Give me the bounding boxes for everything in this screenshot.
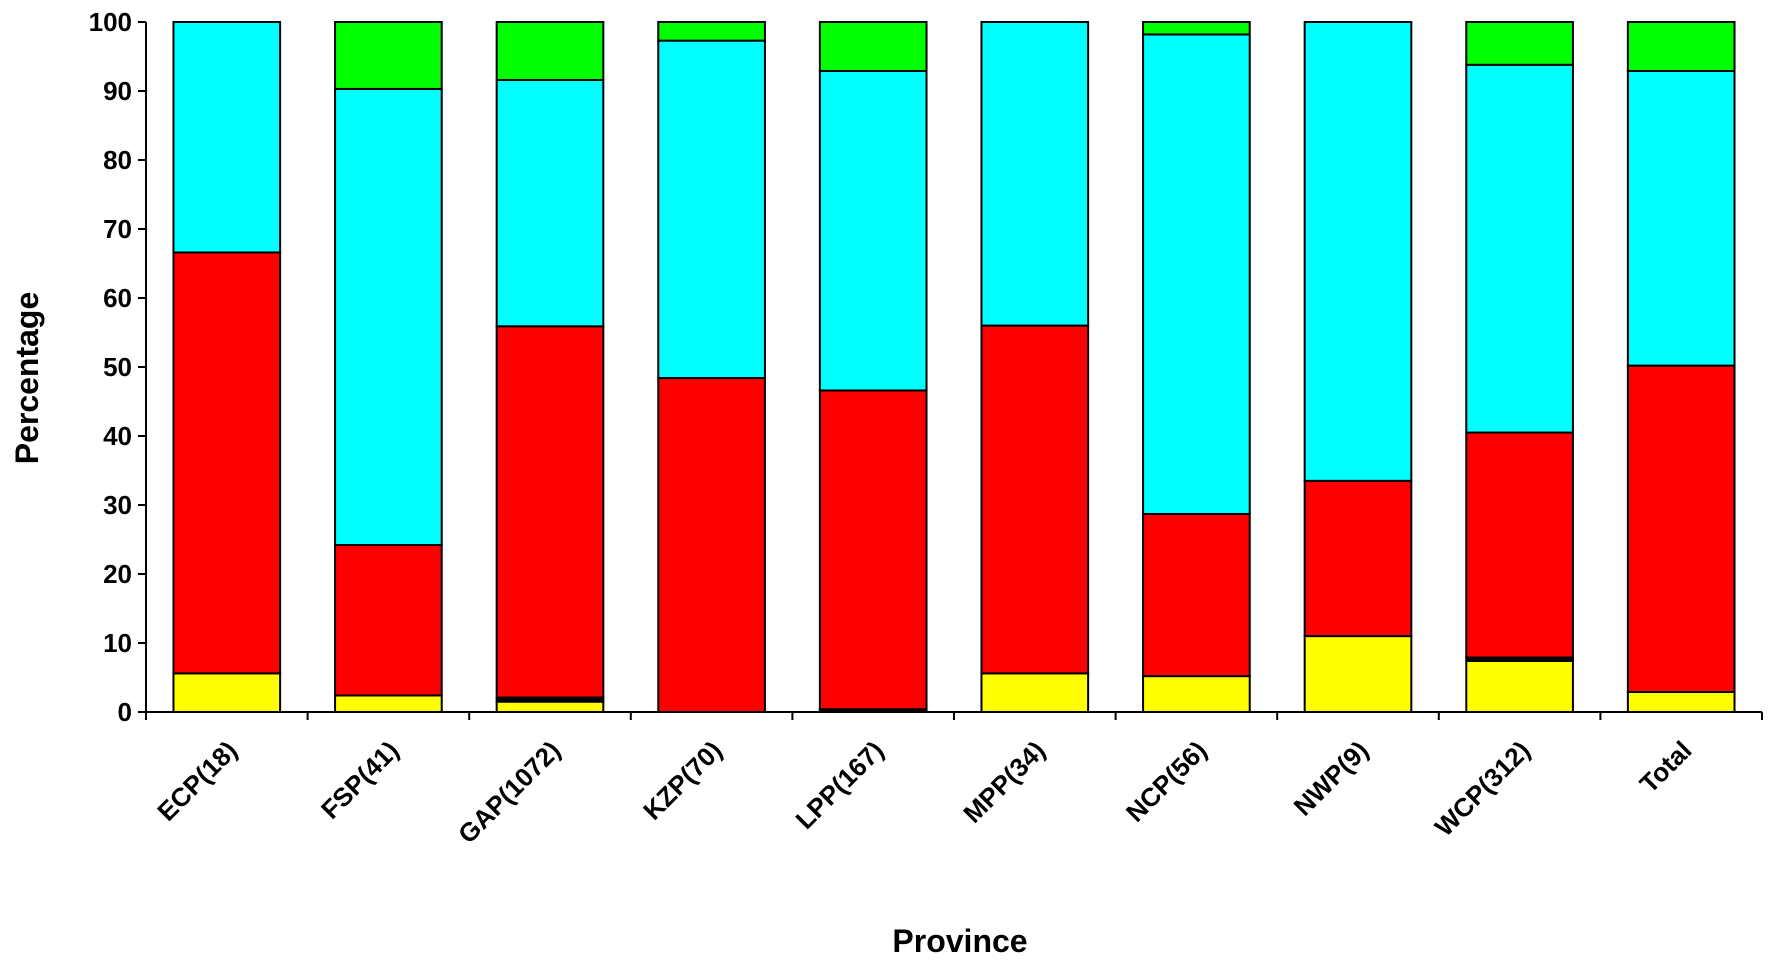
bar-segment <box>1626 21 1736 72</box>
x-category-label: LPP(167) <box>790 735 890 835</box>
bar-stack <box>495 21 605 714</box>
x-category-label: KZP(70) <box>637 735 728 826</box>
y-axis: 0 10 20 30 40 50 60 70 80 90 100 <box>89 7 147 727</box>
y-tick-label: 70 <box>103 214 132 244</box>
bar-segment <box>495 325 605 699</box>
bar-segment <box>1303 21 1413 482</box>
bar-segment <box>980 21 1090 327</box>
x-category-label: NWP(9) <box>1288 735 1375 822</box>
x-category-label: WCP(312) <box>1429 735 1536 842</box>
bar-segment <box>1465 63 1574 434</box>
bar-segment <box>1303 479 1413 638</box>
x-category-label: FSP(41) <box>315 735 405 825</box>
bar-stack <box>1465 21 1574 714</box>
bar-segment <box>980 324 1090 675</box>
x-axis <box>145 711 1763 720</box>
bar-segment <box>334 544 443 697</box>
bar-segment <box>1142 512 1251 678</box>
bar-segment <box>1465 659 1574 714</box>
bar-segment <box>334 21 443 90</box>
bar-segment <box>1465 21 1574 66</box>
bar-segment <box>1626 690 1736 713</box>
bars <box>172 21 1736 714</box>
category-labels: ECP(18) FSP(41) GAP(1072) KZP(70) LPP(167) MP… <box>151 735 1697 849</box>
bar-segment <box>172 21 282 254</box>
bar-segment <box>495 700 605 714</box>
bar-stack <box>172 21 282 713</box>
bar-stack <box>980 21 1090 713</box>
x-category-label: GAP(1072) <box>452 735 566 849</box>
y-tick-label: 0 <box>118 697 132 727</box>
bar-segment <box>1626 69 1736 367</box>
bar-stack <box>1303 21 1413 713</box>
y-axis-title: Percentage <box>9 292 45 465</box>
x-category-label: ECP(18) <box>151 735 243 827</box>
bar-stack <box>818 21 928 713</box>
bar-segment <box>818 389 928 711</box>
bar-segment <box>1142 33 1251 515</box>
x-axis-title: Province <box>892 923 1027 959</box>
y-tick-label: 50 <box>103 352 132 382</box>
bar-segment <box>980 672 1090 713</box>
bar-stack <box>334 21 443 714</box>
bar-segment <box>334 694 443 714</box>
bar-segment <box>1142 675 1251 713</box>
bar-segment <box>818 69 928 392</box>
bar-segment <box>1626 364 1736 693</box>
y-tick-label: 60 <box>103 283 132 313</box>
y-tick-label: 90 <box>103 76 132 106</box>
bar-segment <box>1303 635 1413 713</box>
y-tick-label: 10 <box>103 628 132 658</box>
bar-segment <box>334 87 443 547</box>
bar-stack <box>1142 21 1251 713</box>
bar-segment <box>657 39 766 380</box>
y-tick-label: 30 <box>103 490 132 520</box>
x-category-label: Total <box>1634 735 1698 799</box>
y-tick-label: 80 <box>103 145 132 175</box>
bar-segment <box>1465 431 1574 659</box>
bar-segment <box>172 672 282 713</box>
y-tick-label: 20 <box>103 559 132 589</box>
y-tick-label: 40 <box>103 421 132 451</box>
bar-segment <box>172 251 282 675</box>
x-category-label: MPP(34) <box>957 735 1051 829</box>
bar-segment <box>657 21 766 42</box>
y-tick-label: 100 <box>89 7 132 37</box>
bar-segment <box>818 21 928 72</box>
bar-stack <box>657 21 766 713</box>
bar-segment <box>657 377 766 713</box>
bar-segment <box>495 78 605 328</box>
bar-segment <box>1142 21 1251 36</box>
x-category-label: NCP(56) <box>1120 735 1213 828</box>
bar-stack <box>1626 21 1736 713</box>
bar-segment <box>495 21 605 81</box>
